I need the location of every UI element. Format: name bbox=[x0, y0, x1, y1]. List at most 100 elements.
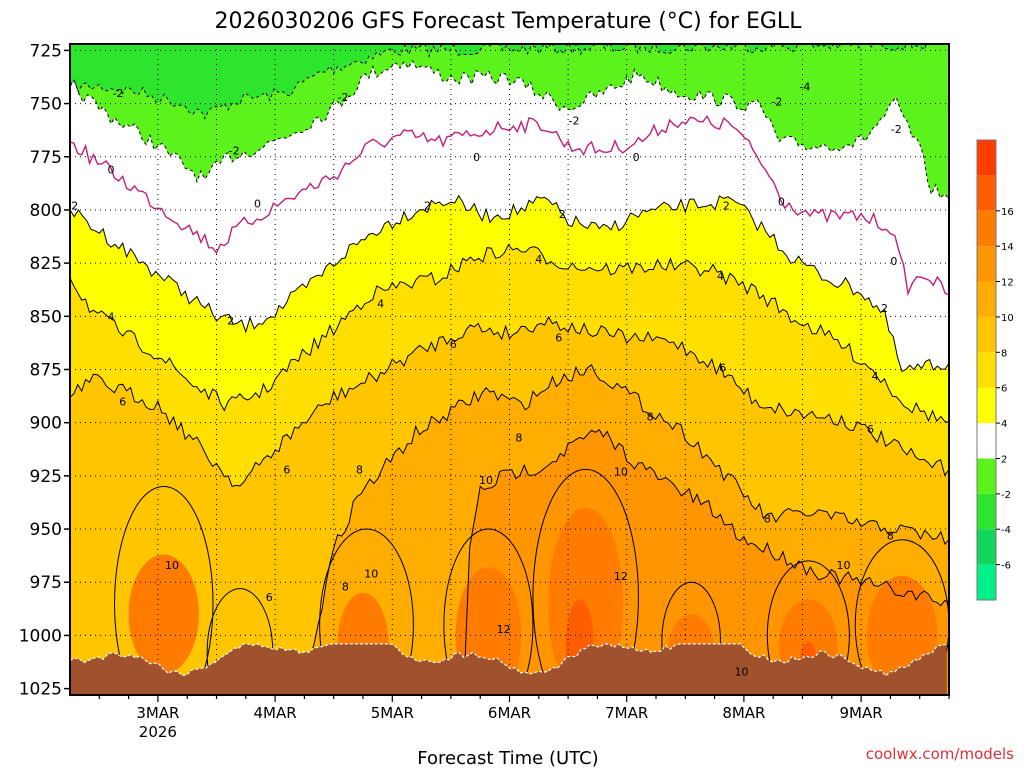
y-tick-label: 925 bbox=[30, 467, 62, 487]
contour-label: 0 bbox=[108, 164, 115, 177]
contour-label: 4 bbox=[535, 253, 542, 266]
x-tick-label: 8MAR bbox=[722, 704, 765, 722]
contour-label: 0 bbox=[778, 195, 785, 208]
colorbar-swatch bbox=[977, 458, 996, 494]
colorbar-swatch bbox=[977, 387, 996, 424]
contour-label: 12 bbox=[614, 570, 628, 583]
contour-label: 2 bbox=[723, 200, 730, 213]
y-tick-label: 850 bbox=[30, 307, 62, 327]
contour-label: 0 bbox=[890, 255, 897, 268]
fill-band-minus4c bbox=[70, 44, 949, 119]
contour-line-10 bbox=[464, 428, 949, 662]
contour-label: 4 bbox=[872, 370, 879, 383]
contour-label: -2 bbox=[338, 91, 349, 104]
y-tick-label: 1000 bbox=[19, 626, 62, 646]
contour-labels: -2 -2 -2 -2 -2 -2 -4 0 0 0 0 0 0 2 2 2 2 2 2 4 4 4 4 4 6 6 6 6 6 6 6 8 8… bbox=[71, 81, 902, 679]
x-axis-label: Forecast Time (UTC) bbox=[417, 748, 598, 768]
contour-label: 12 bbox=[497, 623, 511, 636]
colorbar-label: 6 bbox=[1001, 384, 1007, 395]
x-tick-label: 4MAR bbox=[254, 704, 297, 722]
colorbar-swatch bbox=[977, 352, 996, 388]
hottest-core-cells bbox=[355, 599, 818, 693]
contour-label: 0 bbox=[633, 151, 640, 164]
x-tick-label: 3MAR bbox=[136, 704, 179, 722]
temperature-fill-layer bbox=[70, 44, 949, 695]
contour-label: 6 bbox=[450, 338, 457, 351]
colorbar-label: 12 bbox=[1001, 278, 1014, 289]
x-tick-label: 6MAR bbox=[488, 704, 531, 722]
contour-label: 10 bbox=[364, 568, 378, 581]
contour-label: 10 bbox=[479, 474, 493, 487]
y-tick-label: 975 bbox=[30, 573, 62, 593]
y-tick-label: 1025 bbox=[19, 680, 62, 700]
colorbar-swatch bbox=[977, 140, 996, 176]
colorbar-swatch bbox=[977, 564, 996, 600]
colorbar-label: 16 bbox=[1001, 207, 1014, 218]
contour-label: 2 bbox=[424, 200, 431, 213]
contour-label: 6 bbox=[266, 591, 273, 604]
contour-label: 6 bbox=[719, 361, 726, 374]
colorbar-legend: -6 -4 -2 2 4 6 8 10 12 14 16 bbox=[976, 139, 1014, 601]
chart-title: 2026030206 GFS Forecast Temperature (°C)… bbox=[215, 9, 803, 34]
x-tick-label: 9MAR bbox=[840, 704, 883, 722]
ground-edge-line bbox=[70, 643, 947, 677]
contour-label: 4 bbox=[717, 270, 724, 283]
colorbar-label: -4 bbox=[1001, 525, 1011, 536]
x-tick-label: 7MAR bbox=[605, 704, 648, 722]
contour-label: -2 bbox=[113, 87, 124, 100]
y-axis: 725 750 775 800 825 850 875 900 925 950 975 1000 102… bbox=[19, 41, 70, 700]
contour-label: 2 bbox=[227, 315, 234, 328]
contour-label: -2 bbox=[891, 123, 902, 136]
contour-label: -2 bbox=[771, 95, 782, 108]
contour-label: 8 bbox=[515, 432, 522, 445]
contour-label: 8 bbox=[764, 512, 771, 525]
colorbar-swatch bbox=[977, 175, 996, 211]
y-tick-label: 875 bbox=[30, 361, 62, 381]
grid-lines bbox=[70, 44, 949, 695]
contour-lines bbox=[70, 44, 949, 695]
contour-label: 0 bbox=[254, 198, 261, 211]
contour-label: -2 bbox=[229, 144, 240, 157]
contour-line-0-freezing bbox=[70, 115, 949, 297]
contour-label: 2 bbox=[71, 200, 78, 213]
contour-label: -4 bbox=[799, 81, 810, 94]
x-tick-sublabel: 2026 bbox=[139, 723, 177, 741]
x-tick-label: 5MAR bbox=[371, 704, 414, 722]
contour-label: 6 bbox=[119, 395, 126, 408]
colorbar-label: 2 bbox=[1001, 454, 1007, 465]
colorbar-label: 8 bbox=[1001, 348, 1007, 359]
contour-label: 10 bbox=[735, 666, 749, 679]
contour-line-8 bbox=[309, 364, 949, 657]
contour-label: 2 bbox=[559, 208, 566, 221]
contour-label: 10 bbox=[837, 559, 851, 572]
contour-line-minus2 bbox=[70, 59, 949, 200]
contour-label: 8 bbox=[356, 463, 363, 476]
y-tick-label: 800 bbox=[30, 201, 62, 221]
contour-label: 10 bbox=[614, 466, 628, 479]
colorbar-label: 4 bbox=[1001, 419, 1007, 430]
contour-label: 10 bbox=[165, 559, 179, 572]
colorbar-frame bbox=[976, 139, 997, 601]
contour-line-4 bbox=[70, 243, 949, 424]
contour-label: 6 bbox=[283, 463, 290, 476]
source-credit: coolwx.com/models bbox=[866, 745, 1014, 763]
colorbar-swatch bbox=[977, 529, 996, 565]
contour-label: 4 bbox=[377, 298, 384, 311]
contour-label: 6 bbox=[555, 332, 562, 345]
contour-label: 6 bbox=[867, 423, 874, 436]
contour-label: 8 bbox=[647, 410, 654, 423]
colorbar-swatch bbox=[977, 493, 996, 530]
ground-terrain bbox=[70, 643, 947, 695]
contour-label: -2 bbox=[568, 115, 579, 128]
y-tick-label: 950 bbox=[30, 520, 62, 540]
colorbar-swatch bbox=[977, 210, 996, 247]
colorbar-label: 14 bbox=[1001, 242, 1014, 253]
colorbar-swatch bbox=[977, 281, 996, 317]
contour-label: 8 bbox=[342, 581, 349, 594]
colorbar-label: -6 bbox=[1001, 561, 1011, 572]
contour-label: 0 bbox=[473, 151, 480, 164]
contour-line-6 bbox=[70, 315, 949, 488]
y-tick-label: 750 bbox=[30, 95, 62, 115]
colorbar-swatch bbox=[977, 246, 996, 282]
